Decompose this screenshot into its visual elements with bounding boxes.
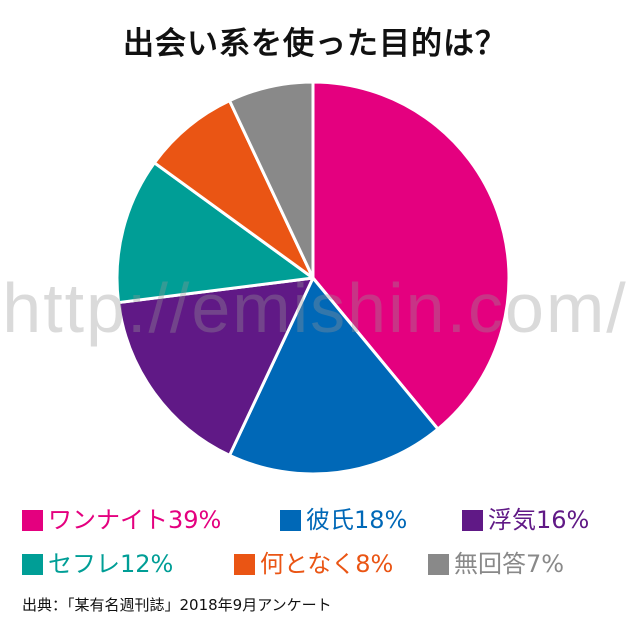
pie-slice-4 <box>152 99 315 280</box>
legend-label: セフレ12% <box>48 550 174 578</box>
legend-swatch <box>22 553 43 575</box>
legend-swatch <box>462 509 483 531</box>
legend-item-no-answer: 無回答7% <box>428 546 564 582</box>
legend-item-one-night: ワンナイト39% <box>22 502 221 538</box>
legend-swatch <box>22 509 43 531</box>
pie-slice-0 <box>311 80 511 431</box>
chart-legend: ワンナイト39% 彼氏18% 浮気16% セフレ12% 何となく8% <box>22 502 622 590</box>
legend-item-boyfriend: 彼氏18% <box>280 502 407 538</box>
pie-slice-2 <box>117 276 315 457</box>
legend-item-no-reason: 何となく8% <box>234 546 393 582</box>
legend-label: 無回答7% <box>454 550 565 578</box>
legend-swatch <box>280 509 301 531</box>
legend-swatch <box>428 553 449 575</box>
legend-label: 何となく8% <box>260 550 394 578</box>
chart-title: 出会い系を使った目的は？ <box>123 26 507 62</box>
legend-swatch <box>234 553 255 575</box>
legend-item-affair: 浮気16% <box>462 502 589 538</box>
pie-slice-5 <box>228 80 315 280</box>
pie-slice-1 <box>228 276 440 476</box>
legend-label: ワンナイト39% <box>48 506 222 534</box>
source-note: 出典：「某有名週刊誌」2018年9月アンケート <box>22 596 332 614</box>
legend-label: 浮気16% <box>488 506 590 534</box>
legend-row: セフレ12% 何となく8% 無回答7% <box>22 546 622 590</box>
legend-row: ワンナイト39% 彼氏18% 浮気16% <box>22 502 622 546</box>
pie-slice-3 <box>115 161 315 305</box>
legend-item-sex-friend: セフレ12% <box>22 546 173 582</box>
legend-label: 彼氏18% <box>306 506 408 534</box>
